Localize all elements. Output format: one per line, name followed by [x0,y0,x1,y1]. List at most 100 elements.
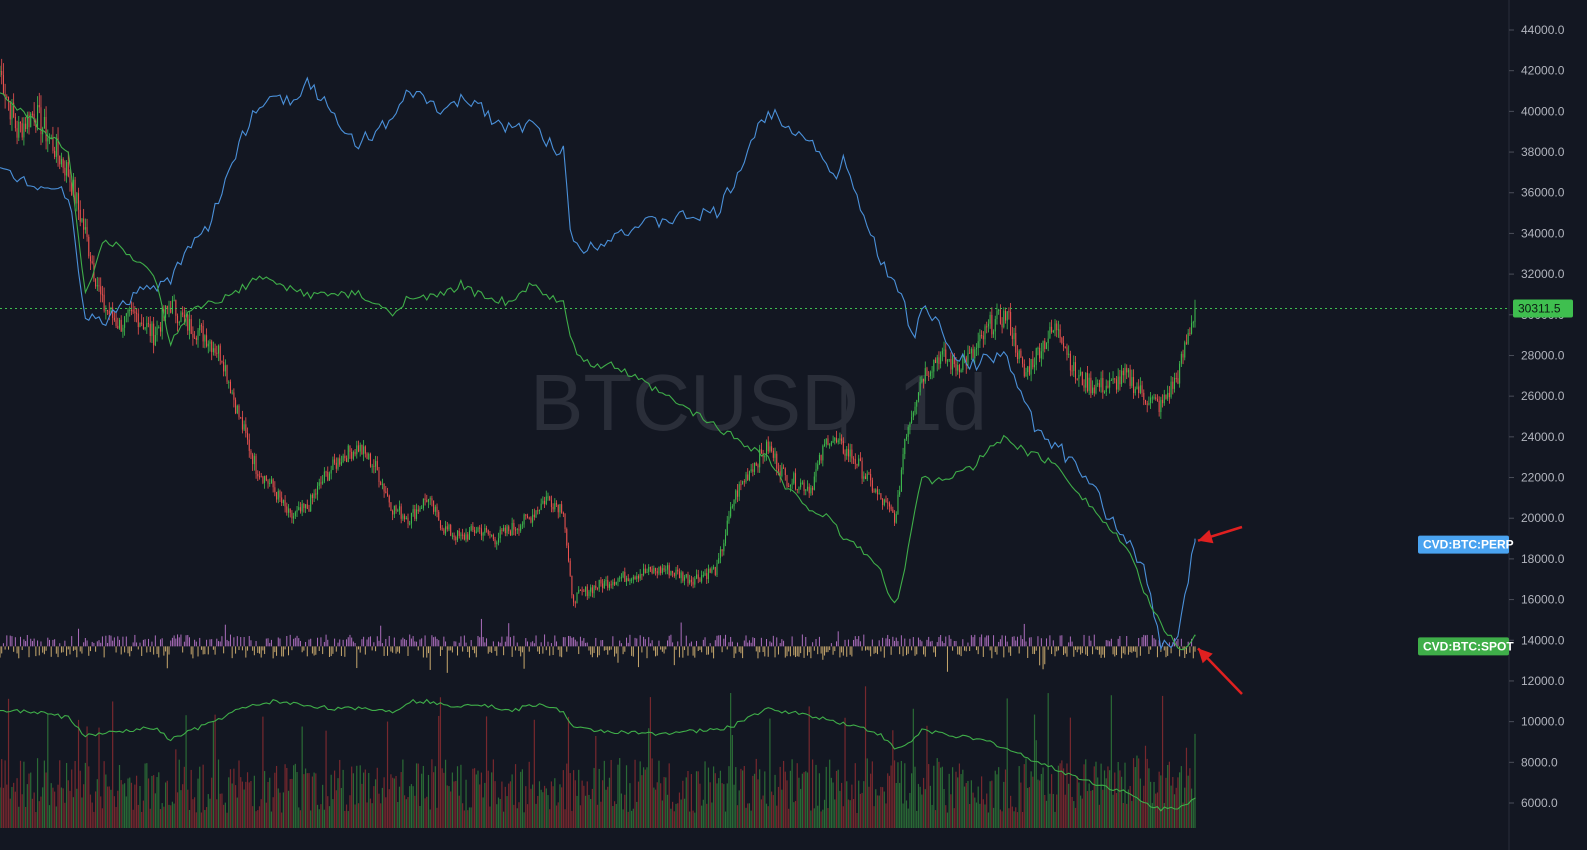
candle-body [113,317,115,321]
candle-body [921,378,923,383]
delta-bar [388,635,390,647]
candle-body [905,436,908,439]
candle-body [1182,353,1184,358]
candle-body [368,453,370,459]
volume-bar [648,728,650,828]
volume-bar [281,812,283,828]
delta-bar [472,646,474,650]
volume-bar [166,780,168,828]
delta-bar [74,646,76,650]
volume-bar [892,730,894,828]
cvd-perp-series[interactable] [0,76,1196,651]
volume-bar [934,810,937,828]
delta-bar [175,638,177,647]
volume-bar [67,780,69,828]
delta-bar [1078,646,1080,650]
candle-body [648,566,650,572]
delta-bar [161,638,163,647]
candle-body [740,484,742,486]
candle-body [547,496,549,498]
volume-bar [71,769,73,828]
volume-bar [141,811,143,828]
volume-bar [1073,801,1075,828]
candle-body [120,319,122,332]
candle-body [559,504,561,513]
volume-bar [1039,780,1041,828]
candle-body [151,323,153,336]
volume-bar [335,790,337,828]
candle-body [1044,340,1046,350]
price-axis-tick-label: 6000.0 [1521,796,1558,810]
volume-bar [72,797,75,828]
cvd-perp-tag[interactable]: CVD:BTC:PERP [1418,535,1514,554]
volume-bar [0,787,1,828]
candle-body [837,440,839,443]
candle-body [520,525,522,531]
candle-body [1059,329,1061,338]
cvd-spot-tag[interactable]: CVD:BTC:SPOT [1418,637,1514,656]
price-axis-tick-label: 44000.0 [1521,23,1565,37]
delta-bar [339,639,341,647]
delta-bar [859,641,861,647]
candle-body [497,538,499,543]
candle-body [477,527,479,532]
delta-bar [940,635,942,647]
candle-body [631,579,633,581]
volume-bar [919,786,921,828]
volume-bar [214,714,216,828]
candle-body [248,439,250,451]
candle-body [596,588,599,590]
candle-body [1013,333,1015,340]
candle-body [941,350,943,355]
delta-bar [460,636,462,647]
candle-body [359,445,361,452]
volume-bar [583,785,585,828]
volume-bar [641,775,643,828]
volume-bar [233,768,235,828]
delta-bar [1028,637,1030,647]
volume-bar [204,809,206,828]
volume-bar [209,798,211,828]
volume-bar [1098,804,1100,828]
volume-bar [463,810,465,828]
volume-bar [115,806,117,828]
candle-body [697,574,699,579]
candle-body [117,325,119,329]
price-axis[interactable]: 6000.08000.010000.012000.014000.016000.0… [1508,0,1587,850]
delta-bar [260,646,262,658]
symbol-watermark: BTCUSD | 1d [530,358,987,447]
candle-body [907,427,909,437]
delta-bar [661,646,663,652]
candle-body [1061,337,1063,344]
candle-body [736,490,738,497]
delta-bar [113,637,115,647]
volume-bar [1141,801,1143,828]
delta-bar [1153,638,1155,647]
candle-body [298,507,300,511]
candle-body [457,530,459,541]
delta-bar [405,640,407,647]
candle-body [124,316,126,328]
candle-body [851,449,853,459]
volume-bar [1144,745,1147,828]
cvd-spot-series[interactable] [0,92,1196,651]
candle-body [241,417,243,430]
candle-body [979,334,981,342]
volume-bar [1047,693,1049,828]
candle-body [876,489,878,495]
volume-bar [431,759,433,828]
delta-bar [718,635,720,647]
delta-bar [672,642,674,647]
delta-bar [1023,623,1025,647]
volume-bar [446,785,448,828]
candle-body [491,535,493,537]
volume-bar [844,717,846,828]
volume-bar [361,783,363,828]
volume-bar [1080,795,1082,828]
delta-bar [924,646,926,657]
candle-body [330,469,332,474]
delta-bar [183,641,185,647]
candle-body [479,527,481,529]
